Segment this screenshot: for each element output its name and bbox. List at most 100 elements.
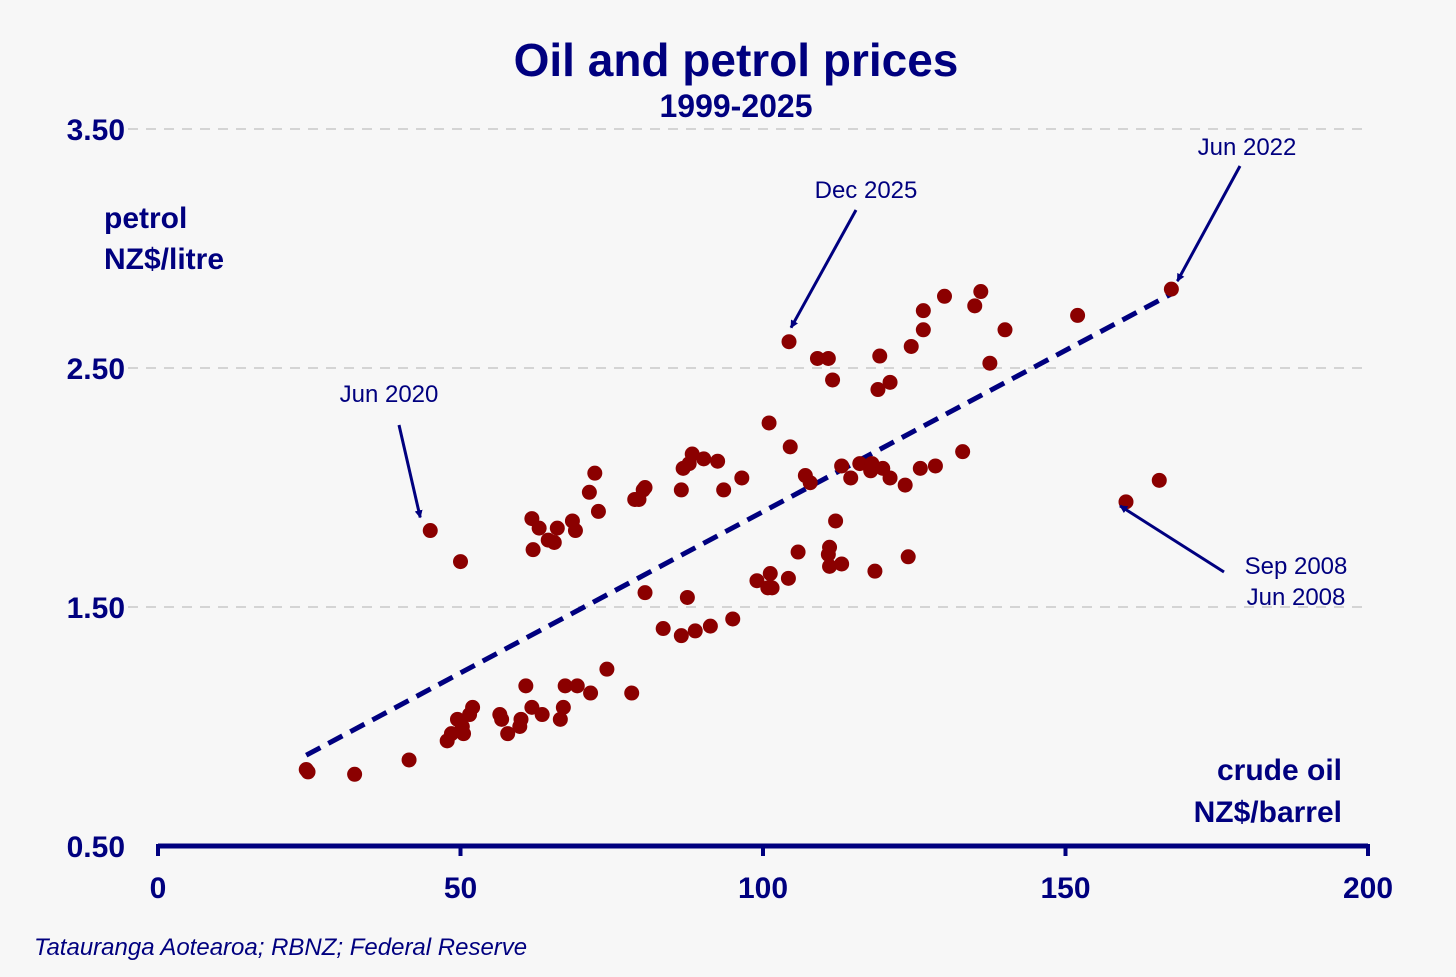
data-point (764, 580, 780, 596)
annotation-arrow (397, 424, 423, 519)
y-tick-label: 3.50 (67, 114, 125, 147)
data-point (655, 621, 671, 637)
data-point (465, 699, 481, 715)
data-point (687, 623, 703, 639)
data-point (897, 477, 913, 493)
data-point (762, 566, 778, 582)
y-tick-label: 0.50 (67, 831, 125, 864)
x-tick-label: 150 (1040, 872, 1090, 905)
y-axis-label-line-1: petrol (104, 202, 187, 235)
data-point (725, 611, 741, 627)
data-point (870, 382, 886, 398)
data-point (820, 350, 836, 366)
data-point (567, 523, 583, 539)
x-axis-label-line-2: NZ$/barrel (1194, 796, 1342, 829)
data-point (822, 558, 838, 574)
x-axis-label-line-1: crude oil (1217, 754, 1342, 787)
data-point (915, 303, 931, 319)
data-point (955, 444, 971, 460)
annotation-label: Jun 2008 (1247, 584, 1346, 611)
data-point (590, 503, 606, 519)
annotations: Jun 2022 Dec 2025 Jun 2020 Sep 2008 Jun 2008 (340, 134, 1348, 611)
data-point (882, 374, 898, 390)
data-point (300, 764, 316, 780)
data-point (546, 534, 562, 550)
data-point (347, 766, 363, 782)
data-point (549, 520, 565, 536)
data-point (710, 453, 726, 469)
annotation-label: Sep 2008 (1245, 553, 1348, 580)
data-point (684, 446, 700, 462)
data-point (494, 711, 510, 727)
data-point (513, 711, 529, 727)
data-point (673, 482, 689, 498)
data-point (882, 470, 898, 486)
x-tick-label: 50 (444, 872, 477, 905)
data-point (872, 348, 888, 364)
data-point (809, 350, 825, 366)
data-point (422, 523, 438, 539)
data-point (555, 699, 571, 715)
data-point (843, 470, 859, 486)
trend-line-group (305, 291, 1173, 758)
annotation-arrow (1176, 165, 1242, 282)
source-note: Tatauranga Aotearoa; RBNZ; Federal Reser… (34, 934, 527, 961)
data-point (673, 628, 689, 644)
chart-subtitle: 1999-2025 (659, 88, 812, 124)
data-point (782, 439, 798, 455)
data-point (761, 415, 777, 431)
data-point (825, 372, 841, 388)
data-point (828, 513, 844, 529)
data-point (1151, 472, 1167, 488)
data-point (781, 334, 797, 350)
annotation-label: Jun 2020 (340, 381, 439, 408)
data-point (822, 539, 838, 555)
data-point (583, 685, 599, 701)
data-point (552, 711, 568, 727)
data-point (679, 589, 695, 605)
data-point (456, 726, 472, 742)
data-point (927, 458, 943, 474)
data-point (1163, 281, 1179, 297)
data-point (696, 451, 712, 467)
annotation-arrow (1119, 504, 1225, 574)
data-point (587, 465, 603, 481)
data-point (716, 482, 732, 498)
data-point (443, 726, 459, 742)
annotation-arrow (789, 209, 858, 329)
trend-line (305, 291, 1173, 758)
annotation-label: Jun 2022 (1198, 134, 1297, 161)
data-point (780, 570, 796, 586)
data-point (637, 585, 653, 601)
data-point (937, 288, 952, 304)
data-point (599, 661, 615, 677)
data-point (900, 549, 916, 565)
data-point (802, 475, 818, 491)
annotation-label: Dec 2025 (815, 177, 918, 204)
data-point (982, 355, 998, 371)
y-tick-label: 2.50 (67, 353, 125, 386)
data-point (534, 707, 550, 723)
data-point (401, 752, 417, 768)
x-tick-label: 200 (1343, 872, 1393, 905)
data-point (453, 554, 468, 570)
chart-title: Oil and petrol prices (514, 34, 959, 86)
data-point (1070, 307, 1086, 323)
data-point (734, 470, 750, 486)
gridlines (128, 128, 1368, 608)
y-tick-label: 1.50 (67, 592, 125, 625)
data-points (298, 281, 1179, 782)
data-point (749, 573, 765, 589)
data-point (852, 456, 868, 472)
data-point (569, 678, 585, 694)
data-point (790, 544, 806, 560)
data-point (557, 678, 573, 694)
axes: 0.50 1.50 2.50 3.50 0 50 100 150 200 (67, 114, 1393, 905)
x-tick-label: 0 (150, 872, 167, 905)
data-point (518, 678, 534, 694)
y-axis-label-line-2: NZ$/litre (104, 243, 224, 276)
data-point (834, 556, 850, 572)
data-point (637, 480, 653, 495)
data-point (500, 726, 516, 742)
data-point (867, 563, 883, 579)
